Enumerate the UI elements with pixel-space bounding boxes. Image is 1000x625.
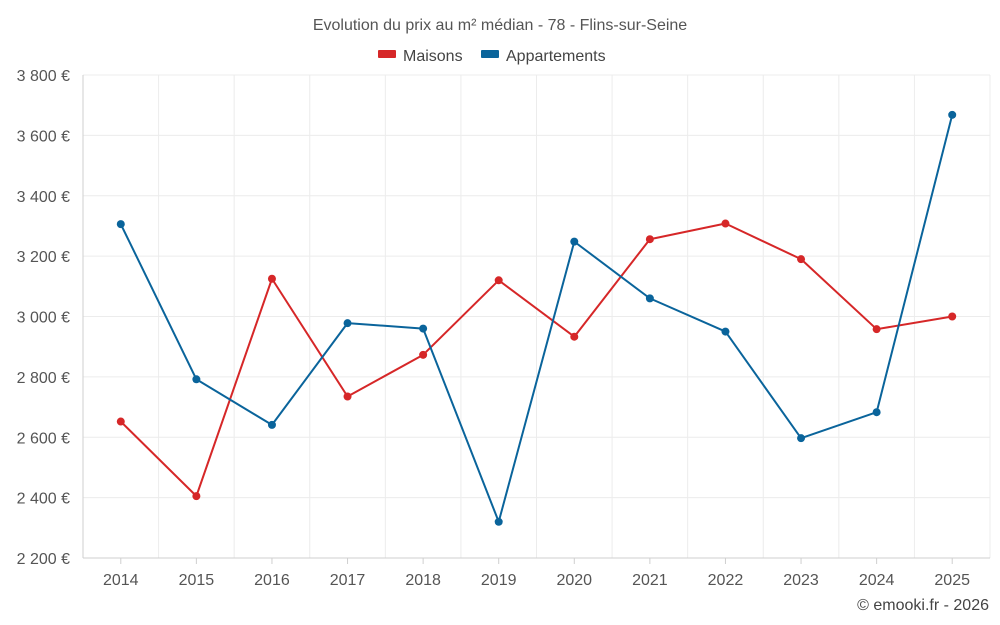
data-point-appartements[interactable] <box>494 517 503 526</box>
y-tick-label: 2 600 € <box>17 430 70 447</box>
legend-label-appartements[interactable]: Appartements <box>506 48 606 65</box>
x-tick-label: 2014 <box>103 572 139 589</box>
axis-layer: 2 200 € 2 400 € 2 600 € 2 800 € 3 000 € 3 200… <box>17 68 990 589</box>
chart-title: Evolution du prix au m² médian - 78 - Fl… <box>313 17 687 34</box>
data-point-appartements[interactable] <box>116 220 125 229</box>
data-point-maisons[interactable] <box>721 219 730 228</box>
x-tick-label: 2023 <box>783 572 819 589</box>
x-tick-label: 2017 <box>330 572 366 589</box>
data-point-appartements[interactable] <box>267 420 276 429</box>
credit-text: © emooki.fr - 2026 <box>857 597 989 614</box>
y-tick-label: 3 600 € <box>17 128 70 145</box>
data-point-appartements[interactable] <box>872 408 881 417</box>
data-point-appartements[interactable] <box>645 294 654 303</box>
data-point-maisons[interactable] <box>872 325 881 334</box>
grid-layer <box>83 74 991 558</box>
data-point-appartements[interactable] <box>948 110 957 119</box>
x-tick-label: 2025 <box>934 572 970 589</box>
x-tick-label: 2015 <box>179 572 215 589</box>
y-tick-label: 2 400 € <box>17 491 70 508</box>
x-tick-label: 2018 <box>405 572 441 589</box>
data-point-appartements[interactable] <box>343 319 352 328</box>
legend-label-maisons[interactable]: Maisons <box>403 48 463 65</box>
data-point-appartements[interactable] <box>419 324 428 333</box>
x-tick-label: 2020 <box>556 572 592 589</box>
x-tick-label: 2022 <box>708 572 744 589</box>
data-point-maisons[interactable] <box>192 492 201 501</box>
data-point-maisons[interactable] <box>494 276 503 285</box>
data-point-appartements[interactable] <box>721 327 730 336</box>
data-point-maisons[interactable] <box>343 392 352 401</box>
x-tick-label: 2016 <box>254 572 290 589</box>
legend-swatch-maisons <box>378 50 396 58</box>
series-line-maisons <box>120 222 953 498</box>
data-point-maisons[interactable] <box>116 417 125 426</box>
data-point-maisons[interactable] <box>419 350 428 359</box>
y-tick-label: 3 800 € <box>17 68 70 85</box>
x-tick-label: 2019 <box>481 572 517 589</box>
legend-swatch-appartements <box>481 50 499 58</box>
data-point-maisons[interactable] <box>267 274 276 283</box>
data-point-appartements[interactable] <box>570 237 579 246</box>
y-tick-label: 2 200 € <box>17 551 70 568</box>
series-layer <box>116 110 957 526</box>
data-point-maisons[interactable] <box>797 255 806 264</box>
series-line-appartements <box>119 114 954 523</box>
data-point-appartements[interactable] <box>797 434 806 443</box>
y-tick-label: 3 200 € <box>17 249 70 266</box>
y-tick-label: 3 400 € <box>17 189 70 206</box>
y-tick-label: 2 800 € <box>17 370 70 387</box>
data-point-maisons[interactable] <box>645 235 654 244</box>
data-point-maisons[interactable] <box>948 312 957 321</box>
y-tick-label: 3 000 € <box>17 310 70 327</box>
data-point-appartements[interactable] <box>192 375 201 384</box>
x-tick-label: 2024 <box>859 572 895 589</box>
x-tick-label: 2021 <box>632 572 668 589</box>
legend: Maisons Appartements <box>378 48 606 65</box>
data-point-maisons[interactable] <box>570 332 579 341</box>
